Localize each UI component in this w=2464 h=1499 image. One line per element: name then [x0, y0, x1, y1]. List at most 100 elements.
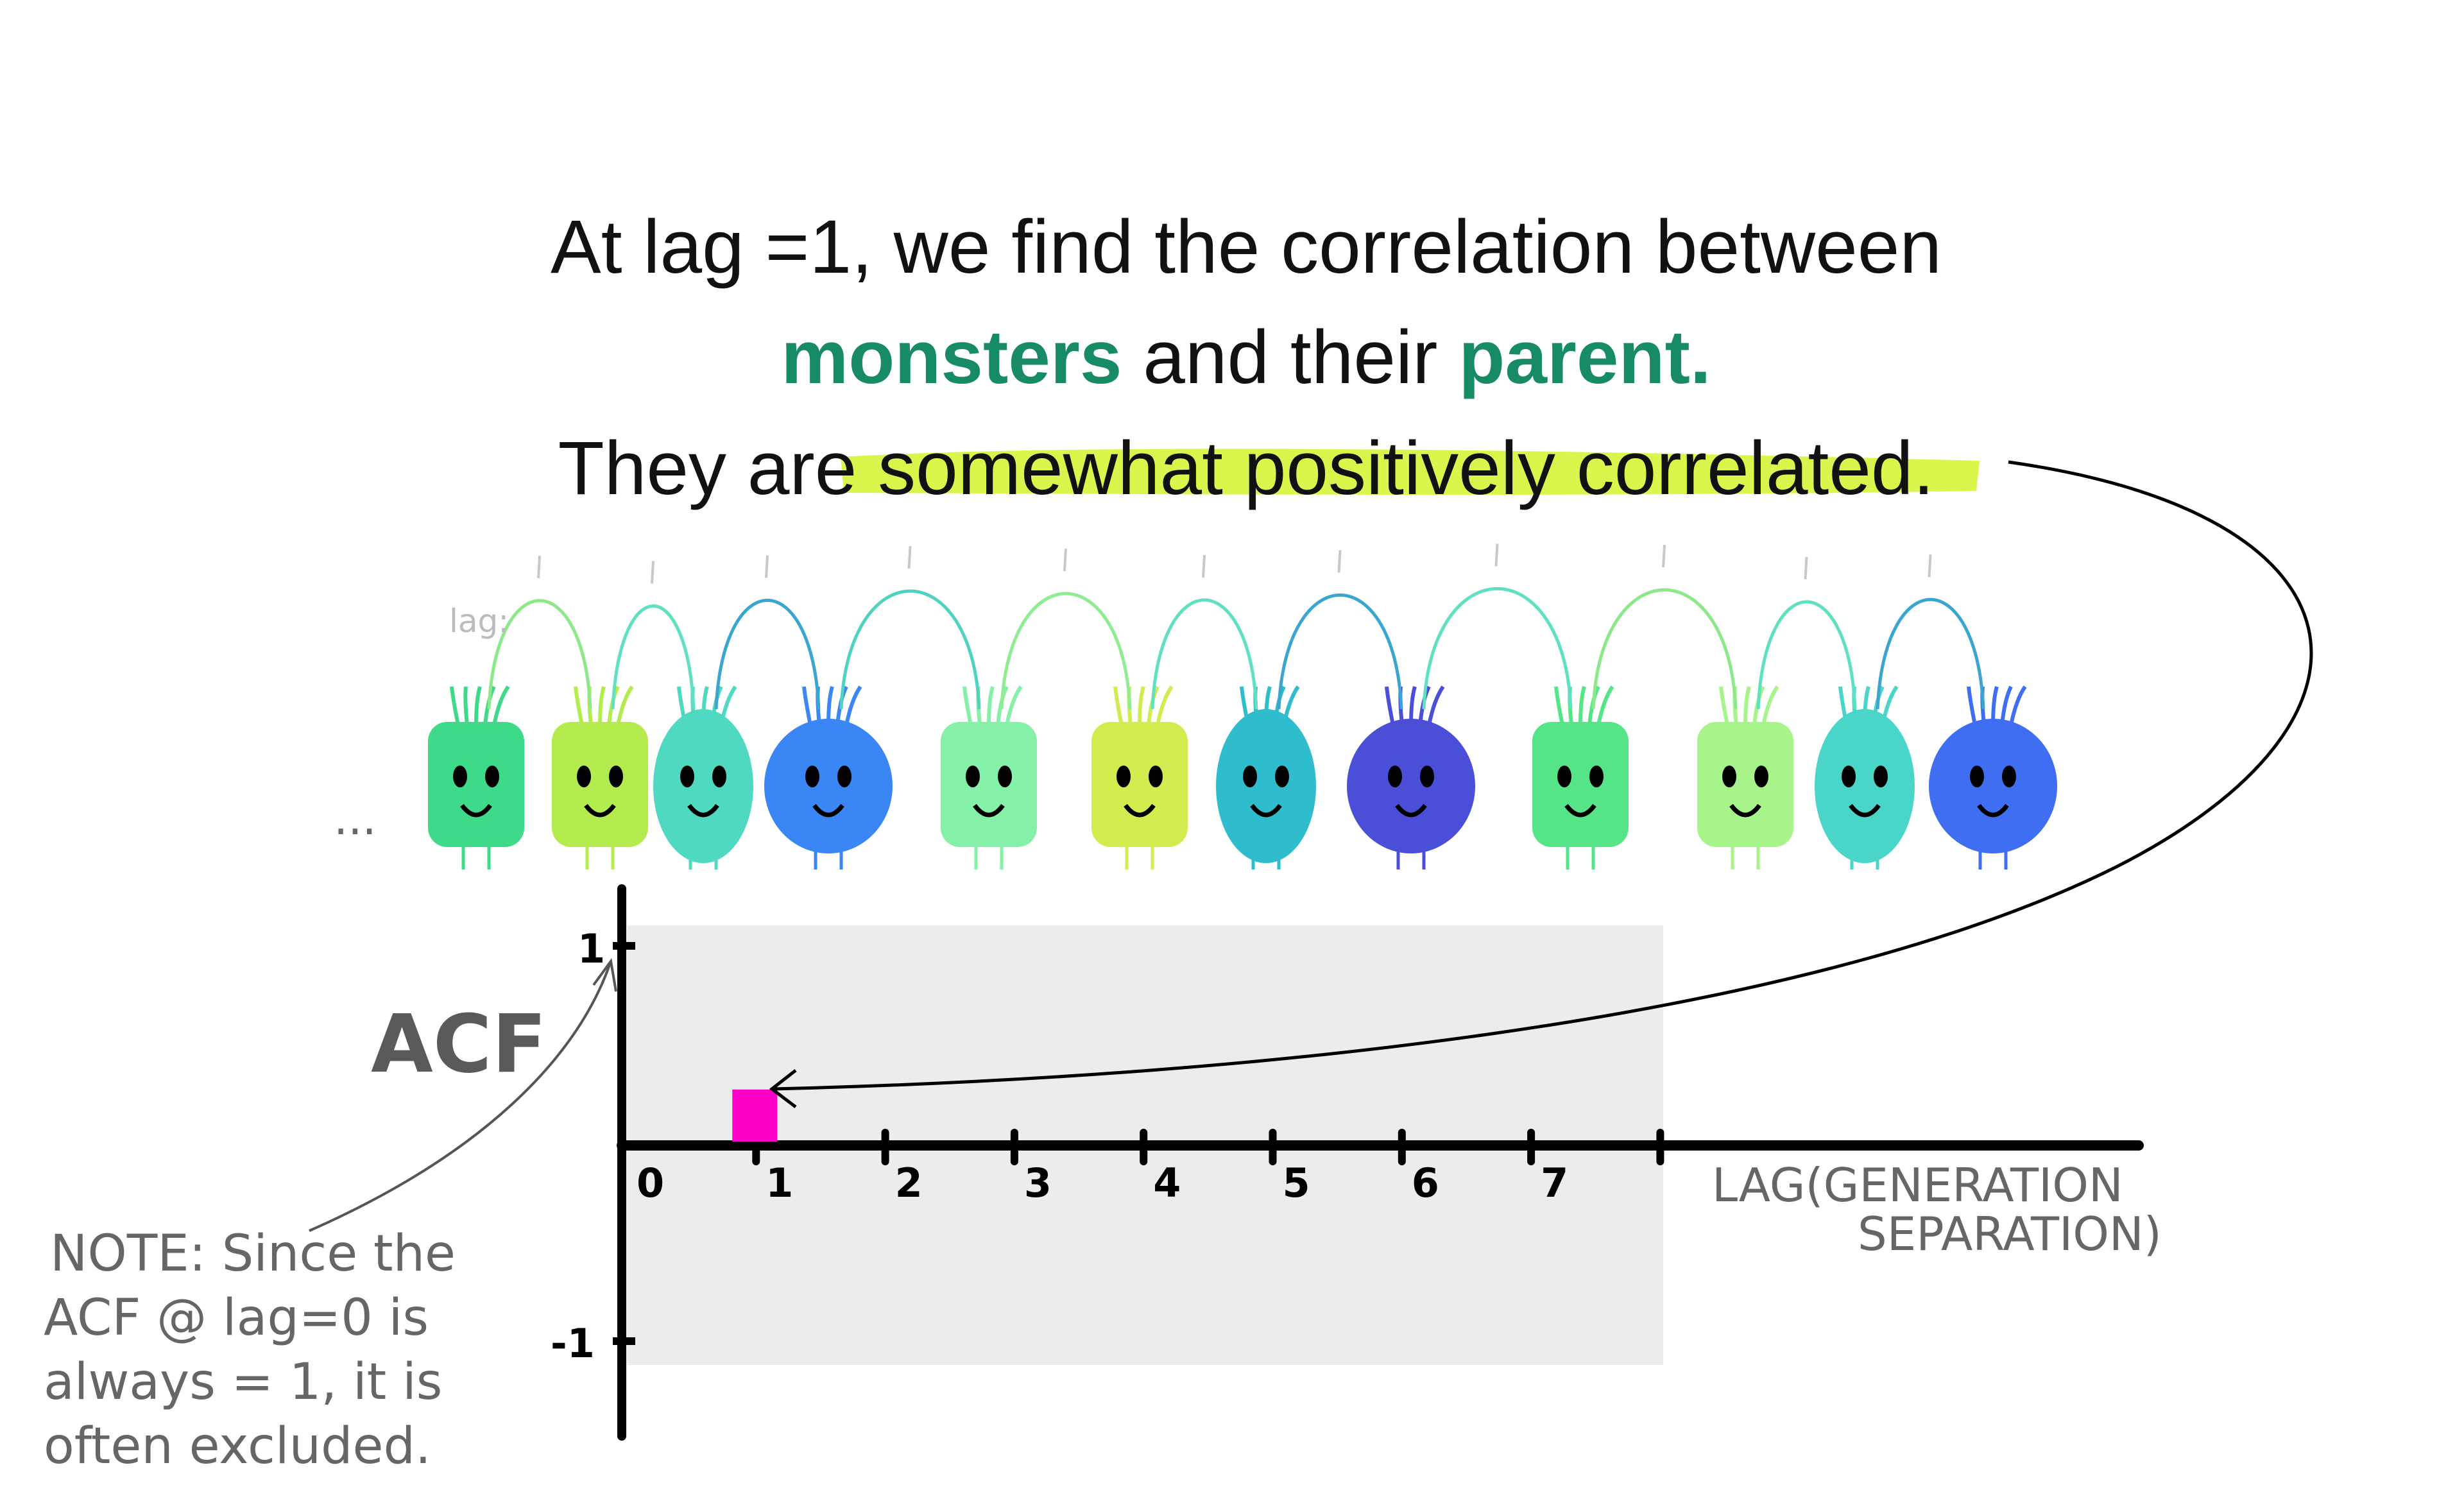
monster-body — [941, 722, 1037, 847]
highlighted-phrase: somewhat positively correlated — [878, 426, 1913, 511]
monster-eye — [805, 766, 819, 787]
lag-label: lag: — [449, 603, 509, 640]
monster-eye — [1149, 766, 1163, 787]
monster-eye — [577, 766, 591, 787]
monster-12 — [1929, 685, 2057, 869]
note: NOTE: Since the ACF @ lag=0 is always = … — [44, 1225, 456, 1475]
x-axis-label-line-1: LAG(GENERATION — [1712, 1158, 2123, 1212]
lag-marker — [765, 555, 769, 578]
lag-arc — [1422, 587, 1573, 710]
lag-arc — [1876, 597, 1985, 710]
monster-mouth — [584, 803, 616, 818]
monster-eye — [1842, 766, 1856, 787]
heading-line-3-start: They are — [558, 426, 878, 511]
monster-body — [1347, 719, 1475, 853]
monster-eye — [485, 766, 499, 787]
monster-eye — [998, 766, 1012, 787]
lag-arc — [1277, 593, 1403, 710]
acf-chart: 0 1 2 3 4 5 6 7 1 -1 ACF LAG(GENERATION SEPARAT… — [371, 884, 2162, 1441]
lag-arc — [1151, 598, 1258, 710]
x-tick-label: 7 — [1541, 1160, 1568, 1206]
monster-body — [428, 722, 524, 847]
monster-body — [1697, 722, 1793, 847]
monster-eye — [609, 766, 623, 787]
monster-mouth — [687, 803, 719, 818]
monster-body — [764, 719, 893, 853]
lag-arc — [1591, 588, 1738, 710]
y-axis-label: ACF — [371, 998, 547, 1091]
heading-line-2-middle: and their — [1122, 315, 1459, 400]
y-tick-label-1: 1 — [578, 925, 605, 972]
curved-arrow-to-bar — [773, 460, 2313, 1091]
lag-marker — [1494, 544, 1499, 567]
lag-marker — [1928, 554, 1932, 578]
lag-marker — [1063, 548, 1067, 572]
y-tick-label-minus-1: -1 — [551, 1320, 595, 1367]
monster-eye — [1275, 766, 1289, 787]
x-tick-label: 0 — [637, 1160, 664, 1206]
monster-9 — [1532, 685, 1629, 869]
arrow-head-icon — [769, 1069, 797, 1108]
monster-mouth — [1729, 803, 1761, 818]
note-arrow — [309, 961, 612, 1232]
lag-arc — [487, 599, 592, 710]
note-line-2: ACF @ lag=0 is — [44, 1289, 429, 1347]
monster-eye — [837, 766, 851, 787]
monster-body — [1815, 709, 1915, 863]
monster-mouth — [1849, 803, 1881, 818]
monster-eye — [1116, 766, 1131, 787]
x-tick-label: 5 — [1283, 1160, 1310, 1206]
monster-8 — [1347, 685, 1475, 869]
lag-marker — [907, 545, 912, 569]
monster-11 — [1815, 685, 1915, 869]
monster-mouth — [460, 803, 492, 818]
ellipsis: ... — [334, 792, 377, 845]
monster-10 — [1697, 685, 1793, 869]
monster-body — [1091, 722, 1188, 847]
lag-arc — [1000, 592, 1132, 710]
monster-body — [1929, 719, 2057, 853]
monster-eye — [2002, 766, 2016, 787]
monster-eye — [1388, 766, 1402, 787]
x-tick-label: 4 — [1153, 1160, 1181, 1206]
parent-word: parent. — [1459, 315, 1711, 400]
monster-eye — [1243, 766, 1257, 787]
monster-eye — [966, 766, 980, 787]
heading-line-2: monsters and their parent. — [781, 315, 1711, 400]
monster-eye — [1722, 766, 1736, 787]
x-axis-label-line-2: SEPARATION) — [1858, 1207, 2162, 1261]
monster-body — [1216, 709, 1316, 863]
lag-arc — [611, 604, 696, 710]
monsters-word: monsters — [781, 315, 1122, 400]
lag-marker — [1662, 545, 1666, 568]
monster-mouth — [812, 803, 844, 818]
monster-7 — [1216, 685, 1316, 869]
monster-3 — [653, 685, 753, 869]
bars — [732, 1089, 778, 1142]
lag-marker — [1202, 554, 1206, 578]
x-ticks: 0 1 2 3 4 5 6 7 — [637, 1129, 1664, 1206]
monster-mouth — [1395, 803, 1427, 818]
monster-mouth — [1977, 803, 2009, 818]
note-arrow-head-icon — [592, 957, 617, 992]
monster-body — [552, 722, 648, 847]
lag-arc — [714, 599, 821, 710]
monster-mouth — [1250, 803, 1282, 818]
monster-5 — [941, 685, 1037, 869]
monster-body — [1532, 722, 1629, 847]
x-tick-label: 3 — [1024, 1160, 1052, 1206]
heading-line-1: At lag =1, we find the correlation betwe… — [551, 205, 1942, 289]
monster-eye — [1874, 766, 1888, 787]
monster-4 — [764, 685, 893, 869]
monster-mouth — [1124, 803, 1156, 818]
monster-generations-row — [428, 544, 2057, 869]
lag-marker — [537, 555, 541, 579]
highlight-stroke — [841, 449, 1980, 495]
lag-marker — [651, 561, 654, 584]
lag-marker — [1337, 550, 1342, 573]
monster-6 — [1091, 685, 1188, 869]
heading-line-3-end: . — [1913, 426, 1935, 511]
heading-line-3: They are somewhat positively correlated. — [558, 426, 1935, 511]
x-tick-label: 6 — [1412, 1160, 1439, 1206]
